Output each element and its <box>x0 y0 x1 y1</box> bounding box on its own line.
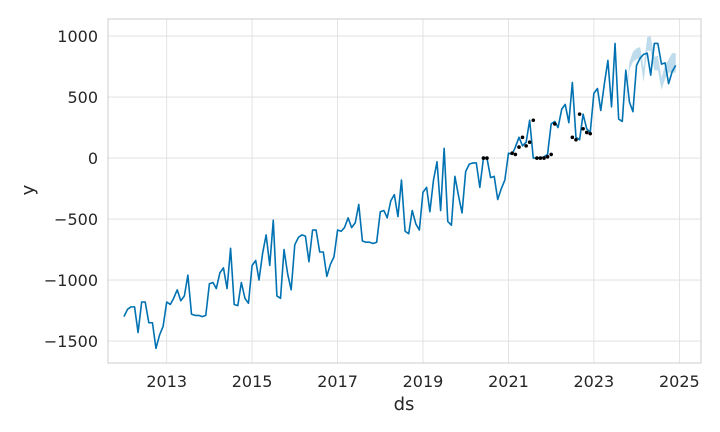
data-point <box>577 112 582 116</box>
plot-frame <box>107 18 702 364</box>
x-tick-labels: 2013 2015 2017 2019 2021 2023 2025 <box>146 372 699 391</box>
plot-background <box>108 19 701 363</box>
y-tick-labels: 1000 500 0 −500 −1000 −1500 <box>44 27 98 351</box>
data-point <box>574 137 578 142</box>
x-tick-label: 2017 <box>317 372 358 391</box>
x-tick-label: 2015 <box>232 372 273 391</box>
x-tick-label: 2013 <box>146 372 187 391</box>
data-point <box>549 152 553 157</box>
y-tick-label: −500 <box>54 210 98 229</box>
y-tick-label: 500 <box>67 88 98 107</box>
data-point <box>485 156 489 160</box>
data-point <box>517 145 521 149</box>
data-point <box>481 156 486 160</box>
uncertainty-band <box>625 36 676 105</box>
data-point <box>570 135 575 140</box>
data-point <box>588 131 593 136</box>
grid <box>108 19 701 363</box>
x-tick-label: 2025 <box>659 372 700 391</box>
data-point <box>513 152 518 157</box>
data-point <box>527 140 532 145</box>
x-tick-label: 2019 <box>403 372 444 391</box>
data-point <box>524 144 528 148</box>
data-point <box>538 156 543 160</box>
y-tick-label: −1000 <box>44 271 98 290</box>
data-point <box>581 126 585 131</box>
forecast-line-group <box>123 42 677 350</box>
data-point <box>552 122 557 126</box>
observed-points <box>481 112 593 160</box>
data-point <box>510 151 514 155</box>
data-point <box>545 155 550 159</box>
y-tick-label: 0 <box>88 149 98 168</box>
data-point <box>535 156 539 160</box>
data-point <box>520 135 525 140</box>
x-tick-label: 2023 <box>574 372 615 391</box>
y-tick-label: −1500 <box>44 332 98 351</box>
uncertainty-band-area <box>625 36 676 105</box>
forecast-line <box>123 42 677 350</box>
y-axis-label: y <box>18 184 39 195</box>
x-tick-label: 2021 <box>488 372 529 391</box>
data-point <box>584 130 589 135</box>
data-point <box>542 156 546 160</box>
x-axis-label: ds <box>394 394 415 415</box>
y-tick-label: 1000 <box>57 27 98 46</box>
data-point <box>531 118 536 123</box>
